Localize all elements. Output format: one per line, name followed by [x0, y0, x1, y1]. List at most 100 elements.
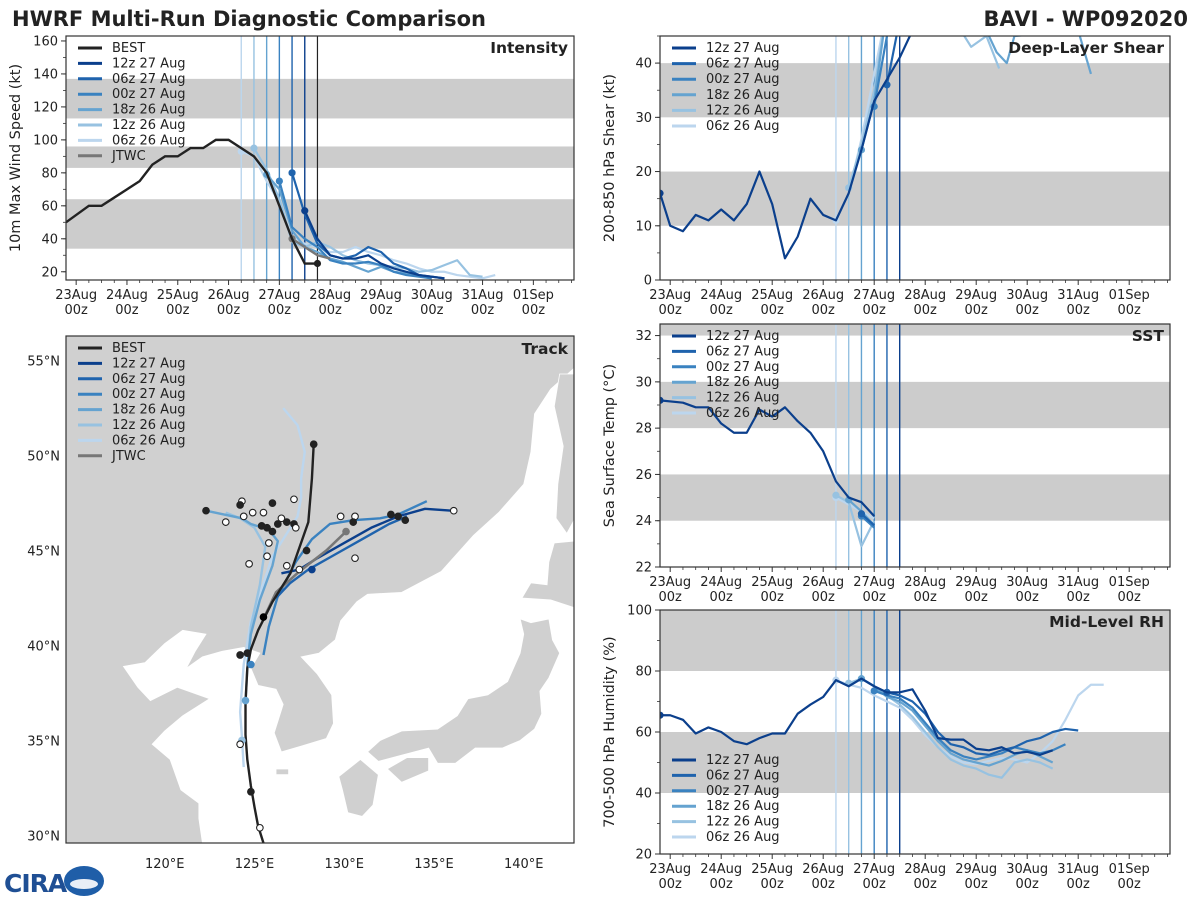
y-tick-label: 30: [635, 375, 652, 390]
x-tick-day: 23Aug: [55, 288, 97, 303]
y-axis-label: 700-500 hPa Humidity (%): [602, 636, 618, 827]
band-0: [660, 732, 1170, 793]
run-start-point-0: [301, 207, 309, 215]
x-tick-day: 27Aug: [258, 288, 300, 303]
x-tick-day: 26Aug: [802, 862, 844, 877]
x-tick-hour: 00z: [217, 303, 241, 318]
x-tick-day: 29Aug: [955, 288, 997, 303]
panel-title: Track: [522, 340, 569, 358]
x-tick-day: 29Aug: [955, 575, 997, 590]
panel-title: SST: [1132, 327, 1165, 345]
honshu: [366, 618, 561, 764]
x-tick-day: 30Aug: [1006, 288, 1048, 303]
legend-label: 12z 26 Aug: [706, 815, 780, 830]
y-tick-label: 40: [635, 787, 652, 802]
series-line-run-2: [873, 689, 1066, 761]
track-marker-open: [236, 740, 244, 749]
run-start-point-4: [832, 491, 840, 499]
best-end-point: [313, 259, 322, 268]
track-marker-open: [239, 512, 248, 521]
legend-label: 12z 26 Aug: [706, 391, 780, 406]
x-tick-hour: 00z: [64, 303, 88, 318]
x-tick-day: 23Aug: [649, 575, 691, 590]
track-marker-filled: [247, 787, 255, 796]
x-tick-hour: 00z: [1067, 303, 1091, 318]
legend-label: 18z 26 Aug: [112, 103, 186, 118]
cira-logo: CIRA: [4, 866, 104, 898]
y-tick-label: 60: [41, 199, 58, 214]
x-tick-hour: 00z: [812, 303, 836, 318]
track-marker-filled: [282, 518, 291, 526]
x-tick-hour: 00z: [471, 303, 495, 318]
legend-label: JTWC: [111, 449, 146, 464]
x-tick-hour: 00z: [761, 590, 785, 605]
track-marker-filled: [243, 649, 252, 657]
x-tick-hour: 00z: [115, 303, 139, 318]
plot-frame: [65, 35, 575, 281]
run-start-point-0: [660, 189, 664, 197]
band-0: [660, 171, 1170, 226]
panel-title: Deep-Layer Shear: [1008, 39, 1164, 57]
series-line-run-0: [660, 36, 912, 260]
track-line-best: [244, 444, 315, 843]
track-marker-filled: [268, 527, 277, 536]
track-marker-open: [351, 554, 359, 563]
y-tick-label: 20: [635, 848, 652, 863]
x-tick-hour: 00z: [369, 303, 393, 318]
series-line-best: [66, 138, 318, 265]
legend-label: 06z 27 Aug: [112, 72, 186, 87]
band-1: [660, 63, 1170, 118]
plot-area: [660, 610, 1170, 854]
x-tick-hour: 00z: [863, 590, 887, 605]
track-marker-open: [282, 561, 291, 570]
legend-label: BEST: [112, 341, 145, 356]
x-tick-day: 23Aug: [649, 288, 691, 303]
panel-track: 120°E 125°E 130°E 135°E 140°E 30°N 35°N 40°N 45°…: [27, 335, 575, 872]
x-tick-hour: 00z: [914, 303, 938, 318]
legend-label: 06z 26 Aug: [706, 119, 780, 134]
x-tick-hour: 00z: [863, 303, 887, 318]
band-1: [660, 610, 1170, 671]
series-line-run-4: [847, 36, 1001, 189]
y-tick-label: 10: [635, 219, 652, 234]
lat-tick-label: 55°N: [27, 355, 60, 370]
track-marker-open: [336, 512, 345, 521]
legend-label: JTWC: [111, 149, 146, 164]
lon-tick-label: 130°E: [324, 857, 364, 872]
series-line-run-5: [835, 496, 875, 520]
shikoku: [386, 757, 430, 783]
panel-shear: 01020304023Aug00z24Aug00z25Aug00z26Aug00…: [602, 35, 1171, 318]
y-tick-label: 80: [635, 665, 652, 680]
track-marker-filled: [309, 440, 318, 449]
x-tick-hour: 00z: [710, 303, 734, 318]
series-line-run-1: [885, 36, 898, 86]
x-tick-day: 31Aug: [462, 288, 504, 303]
x-tick-day: 25Aug: [751, 575, 793, 590]
plot-area: [660, 36, 1170, 280]
band-2: [66, 78, 574, 119]
legend-label: 12z 27 Aug: [112, 56, 186, 71]
legend-label: 18z 26 Aug: [706, 799, 780, 814]
track-marker-open: [290, 495, 298, 504]
plot-area: [66, 36, 574, 280]
map-area: [66, 336, 574, 843]
x-tick-hour: 00z: [659, 877, 683, 892]
x-tick-day: 27Aug: [853, 575, 895, 590]
run-start-point-1: [857, 510, 866, 518]
track-marker-open: [263, 552, 271, 561]
y-tick-label: 30: [635, 111, 652, 126]
x-tick-hour: 00z: [914, 590, 938, 605]
legend-label: 00z 27 Aug: [706, 360, 780, 375]
legend-label: 12z 27 Aug: [706, 753, 780, 768]
x-tick-hour: 00z: [1067, 590, 1091, 605]
series-line-run-4: [835, 494, 876, 548]
x-tick-hour: 00z: [1067, 877, 1091, 892]
x-tick-day: 01Sep: [1109, 575, 1150, 590]
legend-label: 12z 27 Aug: [706, 41, 780, 56]
figure-title: HWRF Multi-Run Diagnostic Comparison: [12, 7, 486, 31]
x-tick-hour: 00z: [761, 877, 785, 892]
track-marker-open: [248, 508, 257, 517]
y-tick-label: 0: [644, 274, 652, 289]
mainland-asia: [66, 336, 574, 843]
x-tick-day: 28Aug: [904, 575, 946, 590]
